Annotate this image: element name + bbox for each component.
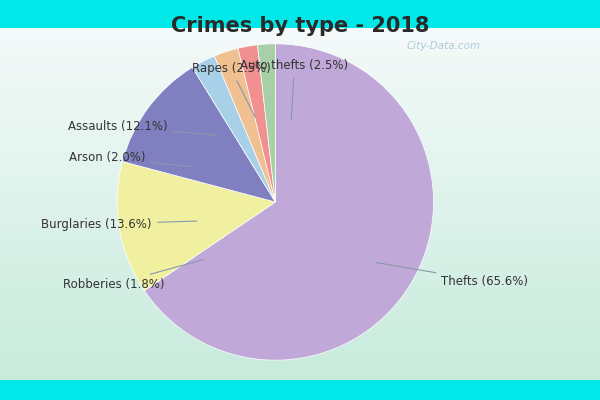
Bar <box>0 87 600 92</box>
Bar <box>0 339 600 345</box>
Text: Thefts (65.6%): Thefts (65.6%) <box>376 262 529 288</box>
Bar <box>0 140 600 145</box>
Wedge shape <box>117 162 275 291</box>
Bar <box>0 304 600 310</box>
Wedge shape <box>145 44 434 360</box>
Bar <box>0 69 600 75</box>
Bar <box>0 134 600 140</box>
Bar <box>0 104 600 110</box>
Bar <box>0 345 600 351</box>
Text: Arson (2.0%): Arson (2.0%) <box>69 151 193 167</box>
Text: Rapes (2.5%): Rapes (2.5%) <box>191 62 271 117</box>
Bar <box>0 251 600 257</box>
Wedge shape <box>214 48 275 202</box>
Bar <box>0 92 600 98</box>
Bar <box>0 180 600 186</box>
Bar <box>0 321 600 327</box>
Bar <box>0 298 600 304</box>
Bar <box>0 52 600 57</box>
Bar <box>0 192 600 198</box>
Bar <box>0 374 600 380</box>
Text: Crimes by type - 2018: Crimes by type - 2018 <box>171 16 429 36</box>
Bar <box>0 128 600 134</box>
Text: Assaults (12.1%): Assaults (12.1%) <box>68 120 217 135</box>
Bar <box>0 110 600 116</box>
Bar <box>0 239 600 245</box>
Bar <box>0 116 600 122</box>
Bar <box>0 57 600 63</box>
Bar <box>0 204 600 210</box>
Bar <box>0 280 600 286</box>
Bar <box>0 46 600 52</box>
Bar <box>0 34 600 40</box>
Bar <box>0 333 600 339</box>
Bar <box>0 286 600 292</box>
Bar <box>0 145 600 151</box>
Bar <box>0 351 600 356</box>
Bar <box>0 233 600 239</box>
Bar <box>0 222 600 228</box>
Wedge shape <box>257 44 275 202</box>
Bar <box>0 257 600 263</box>
Bar <box>0 368 600 374</box>
Bar <box>0 157 600 163</box>
Bar <box>0 122 600 128</box>
Bar <box>0 63 600 69</box>
Bar <box>0 169 600 175</box>
Bar <box>0 98 600 104</box>
Bar <box>0 40 600 46</box>
Text: Burglaries (13.6%): Burglaries (13.6%) <box>41 218 197 231</box>
Bar <box>0 316 600 321</box>
Bar <box>0 356 600 362</box>
Bar <box>0 362 600 368</box>
Text: Robberies (1.8%): Robberies (1.8%) <box>63 260 203 291</box>
Bar <box>0 75 600 81</box>
Text: Auto thefts (2.5%): Auto thefts (2.5%) <box>240 59 349 120</box>
Bar <box>0 151 600 157</box>
Wedge shape <box>122 67 275 202</box>
Wedge shape <box>193 56 275 202</box>
Text: City-Data.com: City-Data.com <box>407 41 481 51</box>
Bar <box>0 263 600 268</box>
Bar <box>0 327 600 333</box>
Bar <box>0 186 600 192</box>
Bar <box>0 274 600 280</box>
Bar <box>0 245 600 251</box>
Bar <box>0 175 600 180</box>
Bar <box>0 28 600 34</box>
Wedge shape <box>238 45 275 202</box>
Bar <box>0 81 600 87</box>
Bar <box>0 210 600 216</box>
Bar <box>0 163 600 169</box>
Bar <box>0 310 600 316</box>
Bar <box>0 268 600 274</box>
Bar <box>0 216 600 222</box>
Bar <box>0 292 600 298</box>
Bar <box>0 228 600 233</box>
Bar <box>0 198 600 204</box>
